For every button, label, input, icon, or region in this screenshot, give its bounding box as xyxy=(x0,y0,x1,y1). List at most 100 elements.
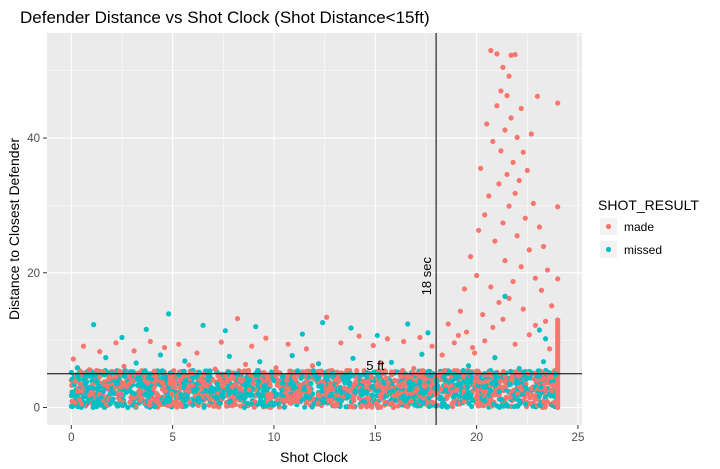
missed-point xyxy=(225,369,231,375)
made-point xyxy=(251,404,257,410)
made-point xyxy=(532,322,538,328)
missed-point xyxy=(409,386,415,392)
missed-point xyxy=(103,355,109,361)
x-tick-label: 15 xyxy=(369,432,382,444)
made-point xyxy=(347,388,354,394)
missed-point xyxy=(217,400,223,407)
made-point xyxy=(512,51,518,58)
made-point xyxy=(524,167,530,174)
made-point xyxy=(520,149,526,155)
missed-point xyxy=(461,379,467,385)
made-point xyxy=(488,284,494,290)
missed-point xyxy=(300,396,306,402)
made-point xyxy=(324,314,330,320)
missed-point xyxy=(128,369,134,375)
made-point xyxy=(204,384,210,390)
made-point xyxy=(504,93,510,99)
missed-point xyxy=(392,397,398,404)
made-point xyxy=(284,397,290,404)
made-point xyxy=(540,243,547,250)
legend-label-missed: missed xyxy=(624,243,662,257)
missed-point xyxy=(301,386,308,393)
made-point xyxy=(451,340,457,346)
made-point xyxy=(130,378,136,384)
made-point xyxy=(303,346,309,352)
made-point xyxy=(474,375,480,381)
missed-point xyxy=(68,403,74,409)
made-point xyxy=(378,395,384,401)
missed-point xyxy=(335,396,342,403)
missed-point xyxy=(390,388,396,394)
made-point xyxy=(147,399,153,405)
made-point xyxy=(354,368,360,374)
vertical-line-label: 18 sec xyxy=(419,257,434,296)
missed-point xyxy=(420,400,427,406)
made-point xyxy=(555,276,561,282)
missed-point xyxy=(309,404,315,410)
made-point xyxy=(500,316,506,322)
made-point xyxy=(520,306,526,312)
made-point xyxy=(503,394,509,400)
made-point xyxy=(206,402,212,408)
made-point xyxy=(480,311,486,318)
made-point xyxy=(374,400,380,407)
plot-panel xyxy=(47,33,582,425)
made-point xyxy=(542,398,548,404)
missed-point xyxy=(359,387,365,393)
legend-label-made: made xyxy=(624,220,654,234)
made-point xyxy=(522,215,528,221)
missed-point xyxy=(537,403,543,409)
made-point xyxy=(291,393,297,399)
made-point xyxy=(451,398,457,405)
made-point xyxy=(506,295,512,301)
missed-point xyxy=(356,372,362,378)
made-point xyxy=(498,88,504,94)
made-point xyxy=(249,343,255,349)
missed-point xyxy=(97,384,103,390)
made-point xyxy=(365,395,371,401)
missed-point xyxy=(98,394,104,400)
made-point xyxy=(394,390,401,396)
made-point xyxy=(403,373,410,380)
made-point xyxy=(236,385,243,391)
made-point xyxy=(325,397,332,403)
made-point xyxy=(250,381,256,387)
made-point xyxy=(97,348,103,355)
made-point xyxy=(488,47,494,54)
made-point xyxy=(113,340,119,346)
missed-point xyxy=(343,404,349,410)
missed-point xyxy=(491,401,497,407)
made-point xyxy=(555,100,561,106)
missed-point xyxy=(122,401,128,408)
missed-point xyxy=(353,389,359,395)
missed-point xyxy=(176,371,182,378)
missed-point xyxy=(141,369,147,375)
made-point xyxy=(518,105,524,112)
made-point xyxy=(334,402,340,408)
missed-point xyxy=(438,394,444,400)
missed-point xyxy=(195,395,202,401)
made-point xyxy=(176,341,182,347)
missed-point xyxy=(467,379,474,385)
made-point xyxy=(232,402,239,408)
missed-point xyxy=(190,402,196,408)
made-point xyxy=(384,336,391,342)
made-point xyxy=(266,393,272,399)
made-point xyxy=(507,394,513,401)
missed-point xyxy=(255,378,262,384)
missed-point xyxy=(536,393,542,400)
missed-point xyxy=(522,401,529,407)
missed-point xyxy=(245,400,251,406)
made-point xyxy=(471,350,478,356)
made-point xyxy=(309,363,316,369)
missed-point xyxy=(319,388,325,395)
missed-point xyxy=(111,390,117,396)
missed-point xyxy=(163,374,169,380)
made-point xyxy=(118,384,124,391)
made-point xyxy=(294,388,300,395)
made-point xyxy=(80,343,87,349)
made-point xyxy=(496,181,502,187)
missed-point xyxy=(308,380,314,386)
made-point xyxy=(349,403,355,410)
made-point xyxy=(494,51,500,57)
